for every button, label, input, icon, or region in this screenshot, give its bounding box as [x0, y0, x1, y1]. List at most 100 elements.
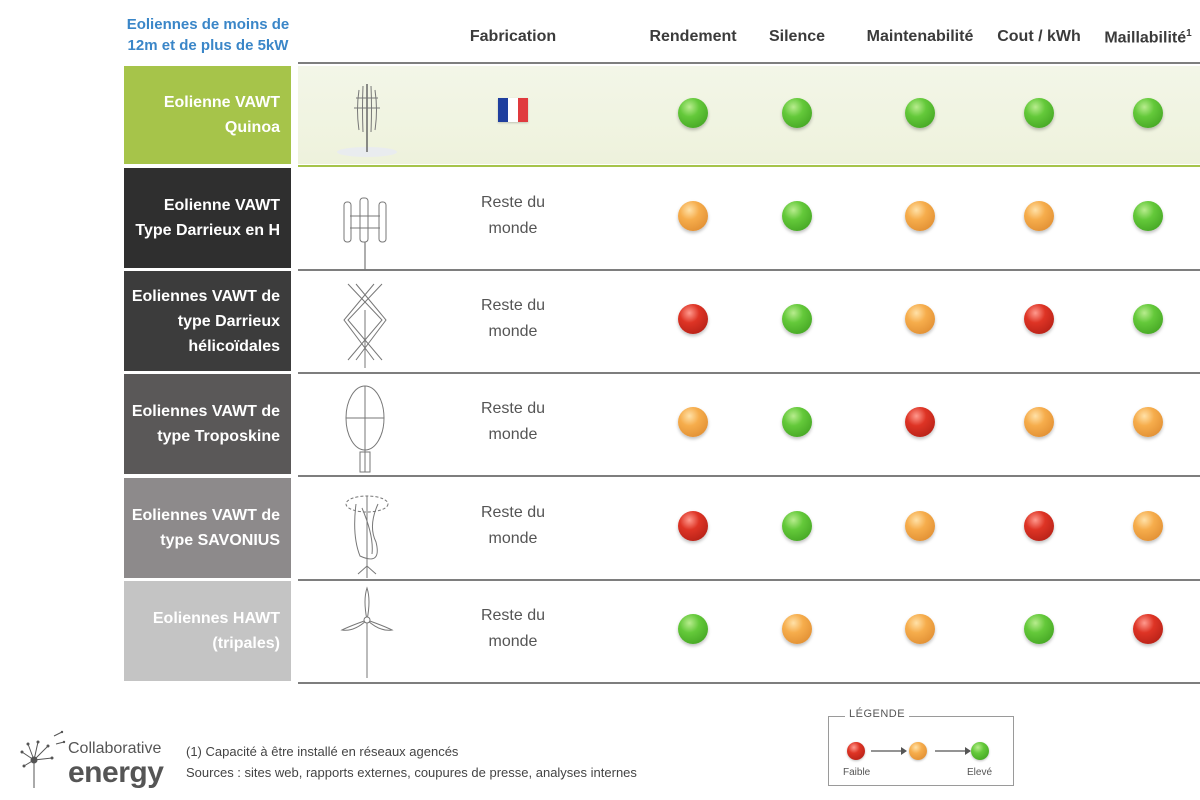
rating-dot-maintenabilite	[905, 614, 935, 644]
row-label: Eolienne VAWT Quinoa	[124, 66, 291, 164]
rating-dot-maillabilite	[1133, 511, 1163, 541]
row-label-line: type Darrieux	[177, 312, 280, 330]
fabrication-origin: Reste du monde	[453, 603, 573, 655]
fabrication-line: Reste du	[480, 194, 546, 211]
legend-high-label: Elevé	[967, 767, 993, 778]
flag-france-icon	[498, 98, 528, 122]
row-label-text: Eolienne VAWT Quinoa	[164, 90, 280, 140]
column-header-maillabilite: Maillabilité1	[1104, 28, 1191, 47]
collaborative-energy-logo: Collaborative energy	[18, 730, 168, 794]
header-divider	[298, 62, 1200, 64]
fabrication-origin: Reste du monde	[453, 190, 573, 242]
rating-dot-maillabilite	[1133, 201, 1163, 231]
rating-dot-rendement	[678, 614, 708, 644]
table-title-line-2: 12m et de plus de 5kW	[127, 37, 289, 54]
fabrication-line: monde	[488, 220, 538, 237]
column-header-fabrication: Fabrication	[469, 28, 557, 45]
row-label-line: type Troposkine	[157, 428, 280, 445]
row-label: Eoliennes HAWT (tripales)	[124, 581, 291, 681]
rating-dot-cout	[1024, 511, 1054, 541]
logo-text-energy: energy	[68, 756, 164, 789]
row-label-line: Eoliennes HAWT	[152, 610, 280, 627]
fabrication-line: monde	[488, 426, 538, 443]
rating-dot-maintenabilite	[905, 98, 935, 128]
rating-dot-rendement	[678, 511, 708, 541]
arrow-right-icon	[871, 747, 907, 755]
arrow-right-icon	[935, 747, 971, 755]
fabrication-line: monde	[488, 323, 538, 340]
row-label-text: Eoliennes VAWT de type SAVONIUS	[132, 503, 280, 553]
rating-dot-maintenabilite	[905, 511, 935, 541]
rating-dot-maintenabilite	[905, 407, 935, 437]
rating-dot-cout	[1024, 201, 1054, 231]
rating-dot-cout	[1024, 407, 1054, 437]
rating-dot-maillabilite	[1133, 614, 1163, 644]
rating-dot-silence	[782, 407, 812, 437]
row-label: Eoliennes VAWT de type Darrieux hélicoïdal…	[124, 271, 291, 371]
wind-turbine-icon	[343, 197, 387, 270]
legend-title: LÉGENDE	[845, 708, 910, 720]
wind-turbine-icon	[345, 495, 389, 578]
row-label-line: Eoliennes VAWT de	[131, 287, 280, 305]
row-label-text: Eoliennes VAWT de type Troposkine	[132, 399, 280, 449]
fabrication-origin: Reste du monde	[453, 500, 573, 552]
row-label: Eoliennes VAWT de type Troposkine	[124, 374, 291, 474]
footnote-1: (1) Capacité à être installé en réseaux …	[186, 744, 459, 759]
table-row: Eolienne VAWT Type Darrieux en H	[124, 168, 1200, 271]
rating-dot-silence	[782, 304, 812, 334]
fabrication-line: Reste du	[480, 504, 546, 521]
table-title-line-1: Eoliennes de moins de	[126, 16, 290, 33]
legend: LÉGENDE Faible Elevé	[828, 708, 1014, 786]
rating-dot-silence	[782, 511, 812, 541]
column-header-cout: Cout / kWh	[997, 28, 1081, 45]
column-header-silence: Silence	[768, 28, 826, 45]
row-divider	[298, 372, 1200, 374]
column-header-maintenabilite: Maintenabilité	[866, 28, 974, 45]
table-row: Eoliennes VAWT de type Troposkine	[124, 374, 1200, 477]
rating-dot-cout	[1024, 98, 1054, 128]
dandelion-icon	[20, 730, 66, 788]
rating-dot-maillabilite	[1133, 407, 1163, 437]
footnote-marker: 1	[1186, 28, 1192, 39]
wind-turbine-icon	[340, 586, 394, 678]
legend-low-label: Faible	[843, 767, 871, 778]
row-label: Eolienne VAWT Type Darrieux en H	[124, 168, 291, 268]
rating-dot-rendement	[678, 98, 708, 128]
column-header-rendement: Rendement	[649, 28, 737, 45]
fabrication-origin: Reste du monde	[453, 293, 573, 345]
fabrication-line: Reste du	[480, 607, 546, 624]
row-divider	[298, 579, 1200, 581]
row-label-line: hélicoïdales	[188, 337, 280, 355]
rating-dot-cout	[1024, 614, 1054, 644]
row-label-line: type SAVONIUS	[160, 532, 280, 549]
row-label-text: Eoliennes HAWT (tripales)	[153, 606, 280, 656]
rating-dot-maillabilite	[1133, 98, 1163, 128]
wind-turbine-icon	[337, 84, 397, 157]
rating-dot-rendement	[678, 201, 708, 231]
row-divider	[298, 682, 1200, 684]
sources-note: Sources : sites web, rapports externes, …	[186, 765, 637, 780]
legend-dot-high	[971, 742, 989, 760]
column-header-maillabilite-label: Maillabilité	[1104, 29, 1187, 47]
logo-text-collaborative: Collaborative	[68, 740, 162, 757]
legend-dot-low	[847, 742, 865, 760]
table-row: Eoliennes VAWT de type SAVONIUS	[124, 478, 1200, 581]
rating-dot-silence	[782, 98, 812, 128]
rating-dot-silence	[782, 201, 812, 231]
wind-turbine-icon	[343, 283, 387, 368]
fabrication-line: Reste du	[480, 297, 546, 314]
table-row: Eoliennes VAWT de type Darrieux hélicoïdal…	[124, 271, 1200, 374]
row-label-line: Type Darrieux en H	[135, 222, 280, 239]
row-label-text: Eolienne VAWT Type Darrieux en H	[135, 193, 280, 243]
row-label-line: (tripales)	[212, 635, 280, 652]
fabrication-origin: Reste du monde	[453, 396, 573, 448]
row-label-line: Eoliennes VAWT de	[131, 507, 280, 524]
rating-dot-cout	[1024, 304, 1054, 334]
fabrication-line: monde	[488, 530, 538, 547]
row-divider	[298, 269, 1200, 271]
table-row: Eoliennes HAWT (tripales)	[124, 581, 1200, 684]
row-label-line: Eolienne VAWT	[163, 94, 280, 111]
row-label: Eoliennes VAWT de type SAVONIUS	[124, 478, 291, 578]
row-divider	[298, 165, 1200, 167]
fabrication-line: Reste du	[480, 400, 546, 417]
